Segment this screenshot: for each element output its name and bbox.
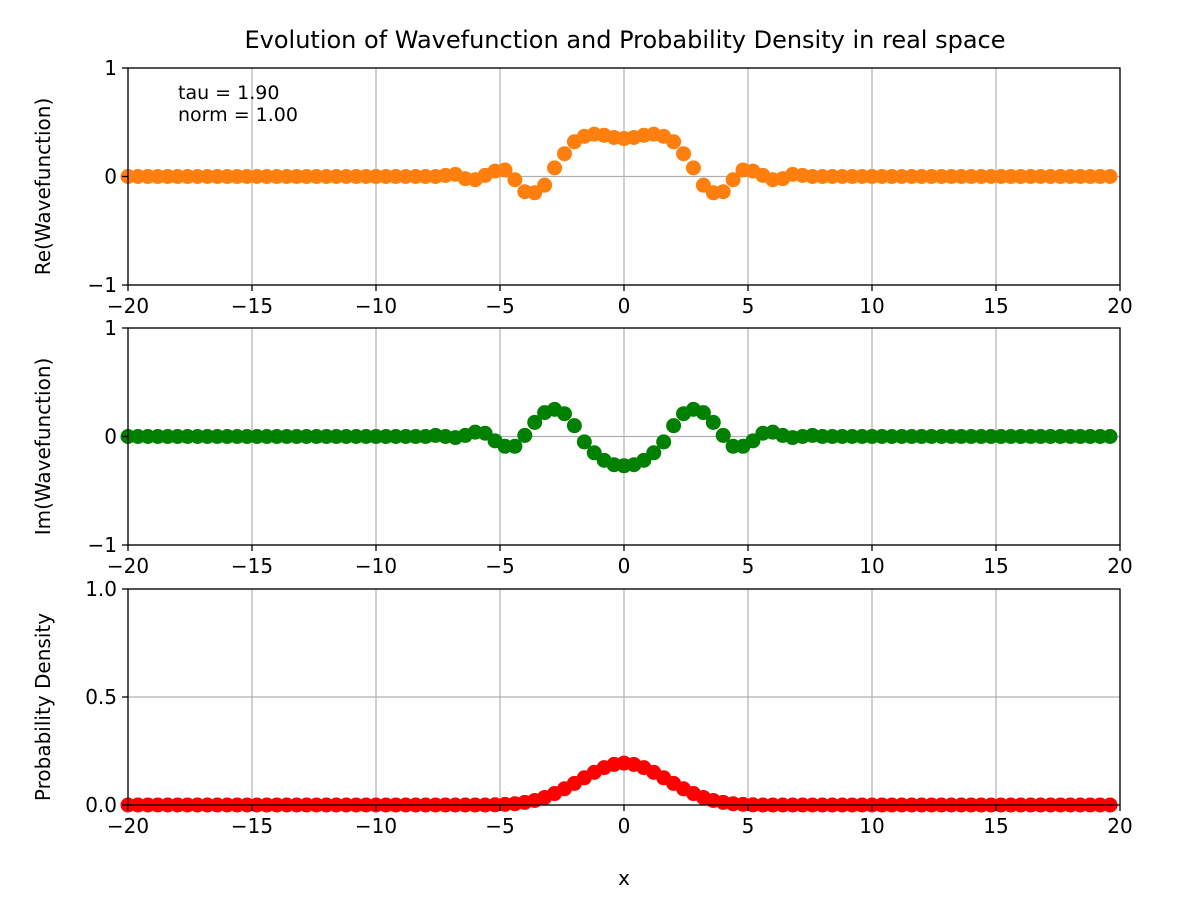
x-tick-label: −15 bbox=[231, 294, 273, 318]
data-point bbox=[646, 445, 662, 461]
y-tick-label: 0 bbox=[104, 165, 117, 189]
x-tick-label: 10 bbox=[859, 294, 884, 318]
data-point bbox=[705, 414, 721, 430]
y-axis-label: Re(Wavefunction) bbox=[31, 98, 55, 276]
x-tick-label: −10 bbox=[355, 554, 397, 578]
data-point bbox=[1102, 429, 1118, 444]
data-point bbox=[556, 406, 572, 422]
x-tick-label: −15 bbox=[231, 554, 273, 578]
x-tick-label: 20 bbox=[1107, 554, 1132, 578]
y-tick-label: 0 bbox=[104, 425, 117, 449]
data-point bbox=[547, 160, 563, 176]
data-point bbox=[517, 427, 533, 443]
y-tick-label: 0.5 bbox=[85, 685, 117, 709]
figure-title: Evolution of Wavefunction and Probabilit… bbox=[244, 26, 1005, 54]
y-axis-label: Im(Wavefunction) bbox=[31, 358, 55, 536]
annotation-tau: tau = 1.90 bbox=[178, 82, 279, 104]
data-point bbox=[676, 146, 692, 162]
data-point bbox=[656, 434, 672, 450]
y-tick-label: −1 bbox=[88, 533, 117, 557]
x-tick-label: −5 bbox=[485, 554, 514, 578]
x-tick-label: −20 bbox=[107, 294, 149, 318]
data-point bbox=[725, 172, 741, 188]
x-tick-label: 20 bbox=[1107, 294, 1132, 318]
data-point bbox=[537, 177, 553, 193]
x-tick-label: 20 bbox=[1107, 814, 1132, 838]
y-tick-label: 1.0 bbox=[85, 577, 117, 601]
x-tick-label: 15 bbox=[983, 554, 1008, 578]
x-tick-label: 0 bbox=[618, 554, 631, 578]
x-axis-label: x bbox=[618, 866, 630, 890]
x-tick-label: 0 bbox=[618, 294, 631, 318]
x-tick-label: 5 bbox=[742, 294, 755, 318]
y-axis-label: Probability Density bbox=[31, 613, 55, 801]
x-tick-label: −20 bbox=[107, 814, 149, 838]
data-point bbox=[666, 418, 682, 434]
y-tick-label: 1 bbox=[104, 316, 117, 340]
x-tick-label: −15 bbox=[231, 814, 273, 838]
x-tick-label: 15 bbox=[983, 814, 1008, 838]
panel-3: −20 −15 −10 −5 0 5 10 15 20 0.0 0.5 1.0 Probability … bbox=[31, 577, 1133, 890]
data-point bbox=[507, 438, 523, 454]
series-3 bbox=[120, 755, 1118, 813]
panels: −20 −15 −10 −5 0 5 10 15 20−101Re(Wavefunction)−… bbox=[31, 56, 1133, 890]
data-point bbox=[566, 418, 582, 434]
y-tick-label: 1 bbox=[104, 56, 117, 80]
x-tick-label: −5 bbox=[485, 814, 514, 838]
data-point bbox=[507, 172, 523, 188]
data-point bbox=[576, 434, 592, 450]
x-tick-label: 5 bbox=[742, 554, 755, 578]
data-point bbox=[695, 405, 711, 421]
annotation-norm: norm = 1.00 bbox=[178, 104, 298, 126]
x-tick-label: −20 bbox=[107, 554, 149, 578]
data-point bbox=[715, 427, 731, 443]
x-tick-label: 15 bbox=[983, 294, 1008, 318]
x-tick-label: 10 bbox=[859, 814, 884, 838]
x-tick-label: 10 bbox=[859, 554, 884, 578]
series-2 bbox=[120, 401, 1118, 474]
x-tick-label: −10 bbox=[355, 814, 397, 838]
y-tick-label: −1 bbox=[88, 273, 117, 297]
x-tick-label: −5 bbox=[485, 294, 514, 318]
data-point bbox=[497, 162, 513, 178]
data-point bbox=[1102, 169, 1118, 184]
x-tick-label: −10 bbox=[355, 294, 397, 318]
data-point bbox=[685, 160, 701, 176]
x-tick-label: 5 bbox=[742, 814, 755, 838]
series-1 bbox=[120, 126, 1118, 201]
data-point bbox=[556, 146, 572, 162]
y-tick-label: 0.0 bbox=[85, 793, 117, 817]
data-point bbox=[666, 134, 682, 150]
data-point bbox=[527, 414, 543, 430]
x-tick-label: 0 bbox=[618, 814, 631, 838]
data-point bbox=[715, 184, 731, 200]
